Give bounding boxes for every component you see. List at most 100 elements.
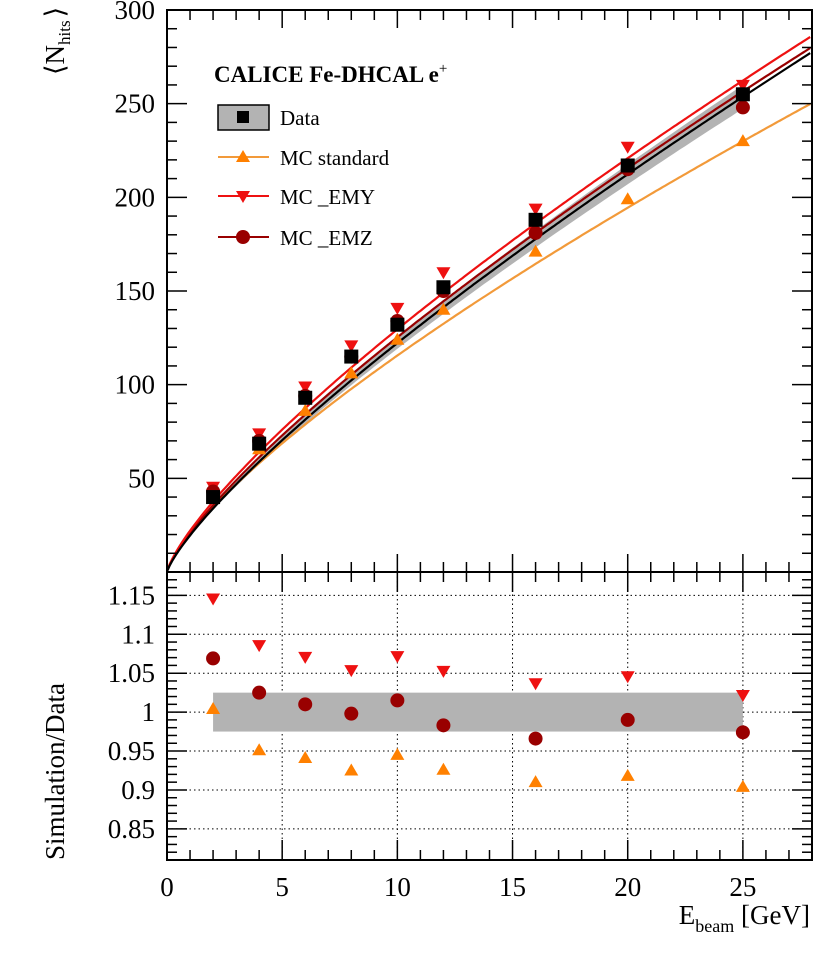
point-mc-emy	[298, 381, 313, 394]
point-mc-emz	[528, 225, 543, 240]
legend-label-mc-emz: MC _EMZ	[280, 226, 373, 250]
ratio-markers	[206, 593, 750, 792]
y-tick-label: 50	[128, 463, 155, 493]
main-panel: 50 100 150 200 250 300 ⟨Nhits⟩ CALICE Fe-DHCA…	[40, 0, 813, 573]
point-mc-emy	[528, 203, 543, 216]
ratio-point-mc-emz	[298, 697, 313, 712]
data-uncertainty-band	[213, 85, 743, 511]
ratio-point-mc-emy	[528, 678, 543, 691]
fit-curve-mc-emy	[167, 36, 811, 571]
ratio-point-mc-standard	[344, 763, 359, 776]
data-markers	[206, 79, 750, 505]
ratio-point-mc-standard	[620, 768, 635, 781]
ratio-y-tick-label: 1	[142, 697, 156, 727]
ratio-point-mc-emz	[344, 706, 359, 721]
point-data	[528, 212, 543, 227]
ratio-point-mc-emz	[252, 685, 267, 700]
x-tick-label: 20	[614, 872, 641, 902]
ratio-y-axis-label: Simulation/Data	[40, 683, 70, 860]
legend-triangle-up-marker	[236, 150, 250, 162]
point-mc-emz	[735, 100, 750, 115]
chart-title: CALICE Fe-DHCAL e+	[214, 61, 447, 87]
ratio-y-tick-label: 0.95	[108, 736, 155, 766]
main-plot-frame	[166, 9, 813, 573]
ratio-point-mc-emy	[344, 665, 359, 678]
legend-item-data: Data	[217, 104, 320, 131]
ratio-y-tick-label: 0.85	[108, 814, 155, 844]
point-mc-standard	[528, 244, 543, 257]
data-band-area	[213, 85, 743, 511]
ratio-panel: 0.85 0.9 0.95 1 1.05 1.1 1.15 0 5 10 15 20 25 Simul…	[40, 571, 813, 936]
legend-label-mc-standard: MC standard	[280, 146, 390, 170]
legend: Data MC standard MC _EMY MC _EMZ	[217, 104, 390, 250]
point-mc-emy	[436, 267, 451, 280]
ratio-y-tick-label: 1.15	[108, 580, 155, 610]
ratio-y-tick-label: 0.9	[121, 775, 155, 805]
x-tick-labels: 0 5 10 15 20 25	[160, 872, 756, 902]
point-data	[206, 490, 221, 505]
ratio-point-mc-emz	[528, 731, 543, 746]
ratio-y-tick-label: 1.1	[121, 619, 155, 649]
point-mc-standard	[620, 192, 635, 205]
ratio-point-mc-standard	[252, 743, 267, 756]
main-y-tick-labels: 50 100 150 200 250 300	[115, 0, 156, 493]
legend-square-marker	[237, 111, 249, 123]
fit-curves	[167, 36, 811, 571]
ratio-point-mc-emz	[390, 693, 405, 708]
ratio-point-mc-standard	[528, 775, 543, 788]
ratio-point-mc-emz	[436, 718, 451, 733]
ratio-point-mc-standard	[436, 762, 451, 775]
x-tick-label: 10	[384, 872, 411, 902]
point-mc-emy	[620, 141, 635, 154]
point-mc-standard	[344, 366, 359, 379]
ratio-point-mc-standard	[298, 751, 313, 764]
legend-triangle-down-marker	[236, 191, 250, 203]
point-mc-emy	[344, 340, 359, 353]
main-axes	[166, 9, 813, 573]
ratio-y-tick-labels: 0.85 0.9 0.95 1 1.05 1.1 1.15	[108, 580, 155, 844]
point-mc-standard	[436, 302, 451, 315]
y-tick-label: 250	[115, 89, 156, 119]
point-mc-standard	[298, 403, 313, 416]
legend-item-mc-emy: MC _EMY	[218, 185, 375, 209]
ratio-point-mc-standard	[206, 701, 221, 714]
y-tick-label: 150	[115, 276, 156, 306]
ratio-data-band	[213, 692, 743, 732]
x-tick-label: 0	[160, 872, 174, 902]
point-data	[390, 317, 405, 332]
fit-curve-mc-standard	[167, 103, 811, 571]
fit-curve-mc-emz	[167, 47, 811, 571]
ratio-point-mc-emz	[620, 712, 635, 727]
x-axis-label: Ebeam [GeV]	[679, 900, 810, 936]
ratio-point-mc-standard	[390, 747, 405, 760]
fit-curve-data	[167, 52, 811, 571]
x-tick-label: 5	[275, 872, 289, 902]
point-data	[735, 87, 750, 102]
x-tick-label: 25	[729, 872, 756, 902]
ratio-axes	[166, 571, 813, 861]
ratio-point-mc-standard	[735, 779, 750, 792]
ratio-point-mc-emy	[620, 671, 635, 684]
ratio-point-mc-emy	[252, 640, 267, 653]
legend-label-mc-emy: MC _EMY	[280, 185, 375, 209]
ratio-point-mc-emz	[206, 651, 221, 666]
ratio-band-area	[213, 692, 743, 732]
ratio-point-mc-emy	[298, 651, 313, 664]
legend-label-data: Data	[280, 106, 320, 130]
point-mc-standard	[390, 332, 405, 345]
point-data	[344, 349, 359, 364]
point-data	[252, 436, 267, 451]
point-data	[436, 280, 451, 295]
legend-circle-marker	[236, 230, 250, 244]
legend-item-mc-standard: MC standard	[218, 146, 390, 170]
ratio-point-mc-emy	[735, 689, 750, 702]
main-y-axis-label: ⟨Nhits⟩	[40, 7, 74, 75]
point-data	[298, 390, 313, 405]
ratio-y-tick-label: 1.05	[108, 658, 155, 688]
y-tick-label: 300	[115, 0, 156, 25]
y-tick-label: 100	[115, 370, 156, 400]
point-mc-standard	[735, 134, 750, 147]
point-mc-emy	[735, 79, 750, 92]
legend-item-mc-emz: MC _EMZ	[218, 226, 373, 250]
x-tick-label: 15	[499, 872, 526, 902]
